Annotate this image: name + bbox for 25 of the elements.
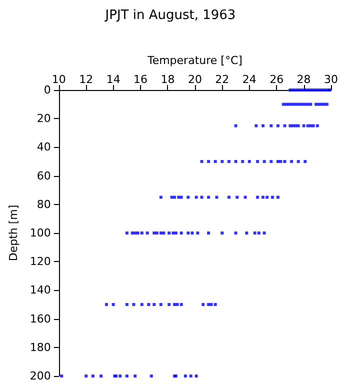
y-tick-label: 140 [30,284,51,297]
y-tick-label: 40 [36,140,51,154]
x-tick-label: 10 [52,73,66,86]
x-tick-label: 16 [134,73,148,86]
y-tick-label: 180 [30,340,51,354]
x-tick-label: 14 [106,73,120,86]
y-tick-label: 160 [30,312,51,326]
y-tick-label: 20 [36,112,51,126]
x-tick-label: 22 [215,73,230,86]
x-tick-label: 24 [242,73,256,86]
y-tick-label: 100 [30,226,51,240]
y-tick-label: 120 [30,255,51,268]
x-tick-label: 20 [188,73,202,86]
y-tick-label: 0 [44,84,51,96]
x-tick-label: 28 [296,73,311,86]
y-tick-label: 60 [36,169,51,182]
y-tick-label: 80 [36,198,51,211]
x-tick-label: 12 [79,73,94,86]
x-tick-label: 18 [160,73,175,86]
y-tick-label: 200 [30,370,51,382]
x-tick-label: 26 [270,73,284,86]
y-axis-title: Depth [m] [7,204,20,262]
chart-title: JPJT in August, 1963 [104,8,236,23]
x-tick-label: 30 [324,73,338,86]
x-axis-title: Temperature [°C] [146,54,242,67]
